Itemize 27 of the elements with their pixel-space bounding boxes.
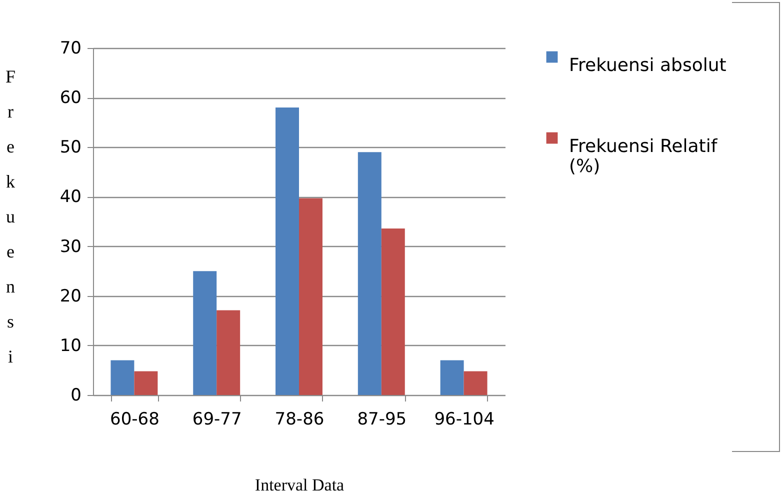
bar xyxy=(134,371,158,395)
bar xyxy=(464,371,488,395)
bar xyxy=(358,152,382,395)
bar xyxy=(110,360,134,395)
text: Frekuensi xyxy=(5,66,16,366)
legend-label: Frekuensi Relatif (%) xyxy=(569,136,718,177)
y-tick-label: 20 xyxy=(60,286,82,306)
bar xyxy=(276,107,299,395)
bar xyxy=(381,228,405,395)
y-tick-label: 0 xyxy=(70,386,82,406)
bar xyxy=(193,271,217,395)
bar xyxy=(216,310,240,395)
x-tick-label: 96-104 xyxy=(434,410,494,430)
bar xyxy=(299,198,322,395)
x-tick-label: 78-86 xyxy=(274,410,324,430)
x-tick-label: 87-95 xyxy=(357,410,407,430)
legend-label: Frekuensi absolut xyxy=(569,55,726,76)
y-tick-label: 60 xyxy=(60,88,82,108)
x-tick-label: 60-68 xyxy=(110,410,160,430)
bar xyxy=(440,360,464,395)
y-tick-label: 40 xyxy=(60,187,82,208)
y-tick-label: 10 xyxy=(60,336,82,356)
x-axis-title: Interval Data xyxy=(254,476,345,493)
y-tick-label: 30 xyxy=(60,236,82,257)
x-tick-label: 69-77 xyxy=(192,410,242,430)
y-tick-label: 70 xyxy=(60,38,82,58)
y-tick-label: 50 xyxy=(60,138,82,158)
